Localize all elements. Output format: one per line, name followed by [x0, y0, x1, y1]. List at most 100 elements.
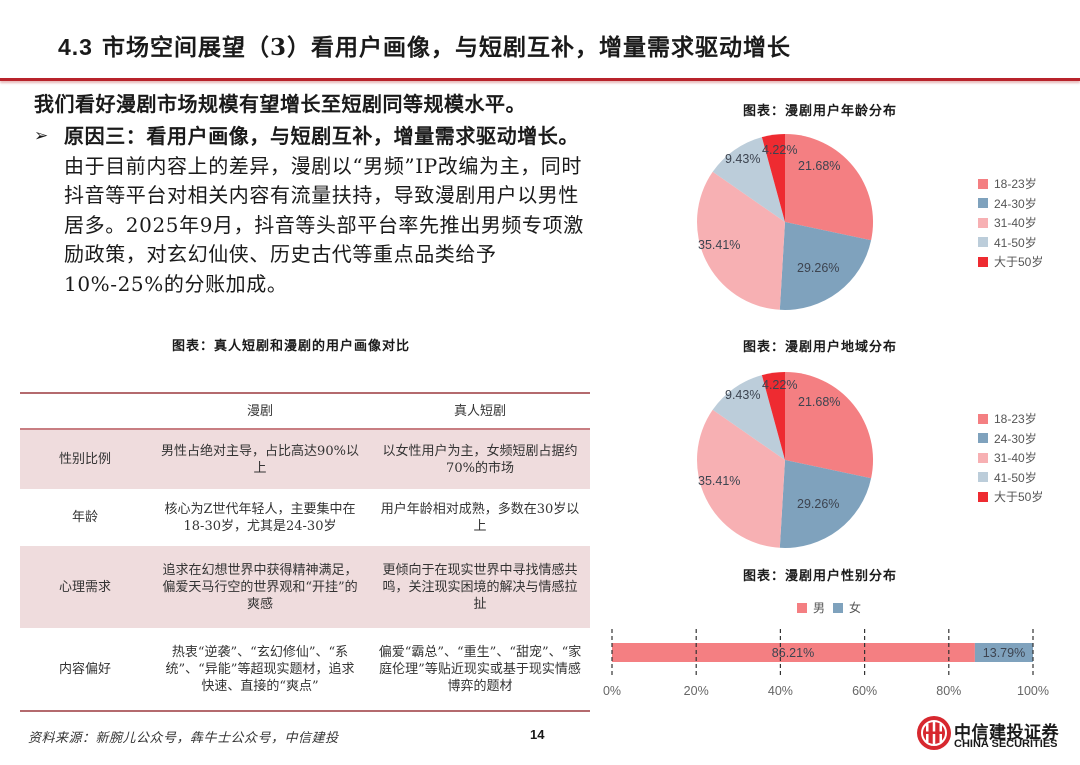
label-18-23: 21.68% [798, 395, 840, 409]
label-31-40: 35.41% [698, 238, 740, 252]
arrow-bullet-icon: ➢ [34, 126, 49, 146]
bullet-label: 原因三：看用户画像，与短剧互补，增量需求驱动增长。 [64, 124, 579, 148]
legend-swatch [978, 491, 988, 502]
slice-41-50 [712, 375, 785, 460]
legend-swatch [978, 256, 988, 267]
slice-31-40 [697, 409, 785, 548]
slice-24-30 [779, 460, 872, 548]
legend-swatch [978, 433, 988, 444]
slice-31-40 [697, 171, 785, 310]
age-chart-title: 图表：漫剧用户年龄分布 [743, 104, 898, 119]
cell-duanju: 以女性用户为主，女频短剧占据约70%的市场 [382, 443, 578, 476]
legend-swatch [833, 602, 844, 613]
svg-text:60%: 60% [852, 684, 877, 698]
row-category: 性别比例 [58, 452, 111, 467]
legend-item: 18-23岁 [978, 174, 1043, 194]
slice-24-30 [779, 222, 872, 310]
label-31-40: 35.41% [698, 474, 740, 488]
header-manju: 漫剧 [150, 392, 370, 430]
slice-41-50 [712, 137, 785, 222]
label-24-30: 29.26% [797, 497, 839, 511]
bar-female [974, 643, 1033, 662]
cell-duanju: 更倾向于在现实世界中寻找情感共鸣，关注现实困境的解决与情感拉扯 [382, 562, 578, 612]
slice-18-23 [785, 134, 874, 241]
legend-item: 41-50岁 [978, 233, 1043, 253]
region-pie-chart: 21.68% 29.26% 35.41% 9.43% 4.22% [697, 372, 874, 548]
table-row: 年龄 核心为Z世代年轻人，主要集中在18-30岁，尤其是24-30岁 用户年龄相… [20, 489, 590, 546]
logo-text-en: CHINA SECURITIES [954, 738, 1058, 750]
legend-item: 31-40岁 [978, 448, 1043, 468]
legend-item: 24-30岁 [978, 194, 1043, 214]
table-caption: 图表：真人短剧和漫剧的用户画像对比 [172, 339, 411, 354]
cell-duanju: 偏爱“霸总”、“重生”、“甜宠”、“家庭伦理”等贴近现实或基于现实情感博弈的题材 [370, 628, 590, 712]
legend-swatch [978, 413, 988, 424]
cell-manju: 追求在幻想世界中获得精神满足，偏爱天马行空的世界观和“开挂”的爽感 [162, 562, 358, 612]
table-row: 性别比例 男性占绝对主导，占比高达90%以上 以女性用户为主，女频短剧占据约70… [20, 429, 590, 489]
legend-swatch [978, 237, 988, 248]
source-note: 资料来源：新腕儿公众号，犇牛士公众号，中信建投 [28, 731, 339, 746]
cell-manju: 男性占绝对主导，占比高达90%以上 [161, 443, 359, 476]
gridlines [611, 629, 1034, 676]
header-duanju: 真人短剧 [370, 392, 590, 430]
svg-text:100%: 100% [1017, 684, 1049, 698]
slice-over-50 [761, 372, 785, 460]
label-female: 13.79% [983, 646, 1025, 660]
gender-bar-chart: 86.21% 13.79% 0% 20% 40% 60% 80% 100% [603, 629, 1049, 698]
legend-item: 31-40岁 [978, 213, 1043, 233]
page-number: 14 [530, 727, 545, 742]
region-chart-title: 图表：漫剧用户地域分布 [743, 340, 898, 355]
x-axis-ticks: 0% 20% 40% 60% 80% 100% [603, 684, 1049, 698]
cell-duanju: 用户年龄相对成熟，多数在30岁以上 [380, 501, 580, 534]
legend-swatch [797, 602, 807, 613]
bullet-text: 由于目前内容上的差异，漫剧以“男频”IP改编为主，同时抖音等平台对相关内容有流量… [64, 153, 584, 296]
section-number: 4.3 [58, 34, 93, 60]
header-empty [20, 392, 150, 430]
bullet-paragraph: ➢ 原因三：看用户画像，与短剧互补，增量需求驱动增长。由于目前内容上的差异，漫剧… [34, 122, 594, 299]
gender-chart-legend: 男 女 [797, 598, 861, 618]
svg-text:20%: 20% [684, 684, 709, 698]
table-row: 内容偏好 热衷“逆袭”、“玄幻修仙”、“系统”、“异能”等超现实题材，追求快速、… [20, 628, 590, 712]
cell-manju: 热衷“逆袭”、“玄幻修仙”、“系统”、“异能”等超现实题材，追求快速、直接的“爽… [150, 628, 370, 712]
slice-over-50 [761, 134, 785, 222]
title-divider [0, 78, 1080, 81]
legend-swatch [978, 217, 988, 228]
legend-item: 大于50岁 [978, 252, 1043, 272]
lead-statement: 我们看好漫剧市场规模有望增长至短剧同等规模水平。 [34, 92, 526, 116]
legend-item: 24-30岁 [978, 429, 1043, 449]
legend-item: 41-50岁 [978, 468, 1043, 488]
label-over-50: 4.22% [762, 378, 797, 392]
region-chart-legend: 18-23岁 24-30岁 31-40岁 41-50岁 大于50岁 [978, 409, 1043, 507]
label-over-50: 4.22% [762, 143, 797, 157]
svg-text:80%: 80% [936, 684, 961, 698]
row-category: 内容偏好 [20, 628, 150, 712]
label-41-50: 9.43% [725, 152, 760, 166]
age-pie-chart: 21.68% 29.26% 35.41% 9.43% 4.22% [697, 134, 874, 310]
table-header-row: 漫剧 真人短剧 [20, 392, 590, 430]
table-row: 心理需求 追求在幻想世界中获得精神满足，偏爱天马行空的世界观和“开挂”的爽感 更… [20, 546, 590, 628]
label-24-30: 29.26% [797, 261, 839, 275]
page-title: 4.3 市场空间展望（3）看用户画像，与短剧互补，增量需求驱动增长 [58, 28, 791, 62]
legend-item: 18-23岁 [978, 409, 1043, 429]
label-18-23: 21.68% [798, 159, 840, 173]
bar-male [612, 643, 975, 662]
age-chart-legend: 18-23岁 24-30岁 31-40岁 41-50岁 大于50岁 [978, 174, 1043, 272]
china-securities-logo-icon [917, 716, 951, 750]
legend-swatch [978, 198, 988, 209]
legend-swatch [978, 452, 988, 463]
slice-18-23 [785, 372, 874, 479]
gender-chart-title: 图表：漫剧用户性别分布 [743, 569, 898, 584]
legend-swatch [978, 178, 988, 189]
label-male: 86.21% [772, 646, 814, 660]
cell-manju: 核心为Z世代年轻人，主要集中在18-30岁，尤其是24-30岁 [164, 501, 356, 534]
row-category: 心理需求 [58, 579, 111, 595]
svg-text:40%: 40% [768, 684, 793, 698]
svg-text:0%: 0% [603, 684, 621, 698]
logo-text-cn: 中信建投证券 [954, 723, 1059, 743]
row-category: 年龄 [71, 510, 98, 525]
legend-item-female: 女 [833, 598, 861, 618]
title-text: 市场空间展望（3）看用户画像，与短剧互补，增量需求驱动增长 [92, 34, 791, 61]
legend-item: 大于50岁 [978, 487, 1043, 507]
label-41-50: 9.43% [725, 388, 760, 402]
legend-item-male: 男 [797, 598, 825, 618]
comparison-table: 漫剧 真人短剧 性别比例 男性占绝对主导，占比高达90%以上 以女性用户为主，女… [20, 392, 590, 712]
